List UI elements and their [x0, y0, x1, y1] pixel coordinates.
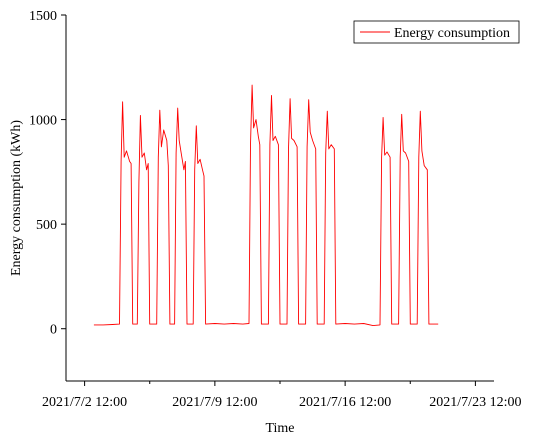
axes — [65, 15, 494, 382]
x-tick-label: 2021/7/23 12:00 — [429, 395, 521, 410]
legend-label: Energy consumption — [394, 26, 510, 41]
x-tick-label: 2021/7/16 12:00 — [299, 395, 391, 410]
x-tick-label: 2021/7/2 12:00 — [42, 395, 127, 410]
legend-box — [353, 20, 520, 44]
y-tick-label: 0 — [50, 323, 57, 338]
energy-consumption-line — [93, 84, 439, 327]
x-axis-label: Time — [265, 421, 294, 436]
x-ticks: 2021/7/2 12:00 2021/7/9 12:00 2021/7/16 12… — [42, 381, 521, 410]
y-tick-label: 500 — [36, 218, 57, 233]
y-tick-label: 1000 — [29, 114, 57, 129]
y-ticks: 0 500 1000 1500 — [29, 9, 66, 338]
y-tick-label: 1500 — [29, 9, 57, 24]
legend: Energy consumption — [353, 20, 520, 44]
y-axis-label: Energy consumption (kWh) — [9, 120, 24, 276]
x-tick-label: 2021/7/9 12:00 — [172, 395, 257, 410]
